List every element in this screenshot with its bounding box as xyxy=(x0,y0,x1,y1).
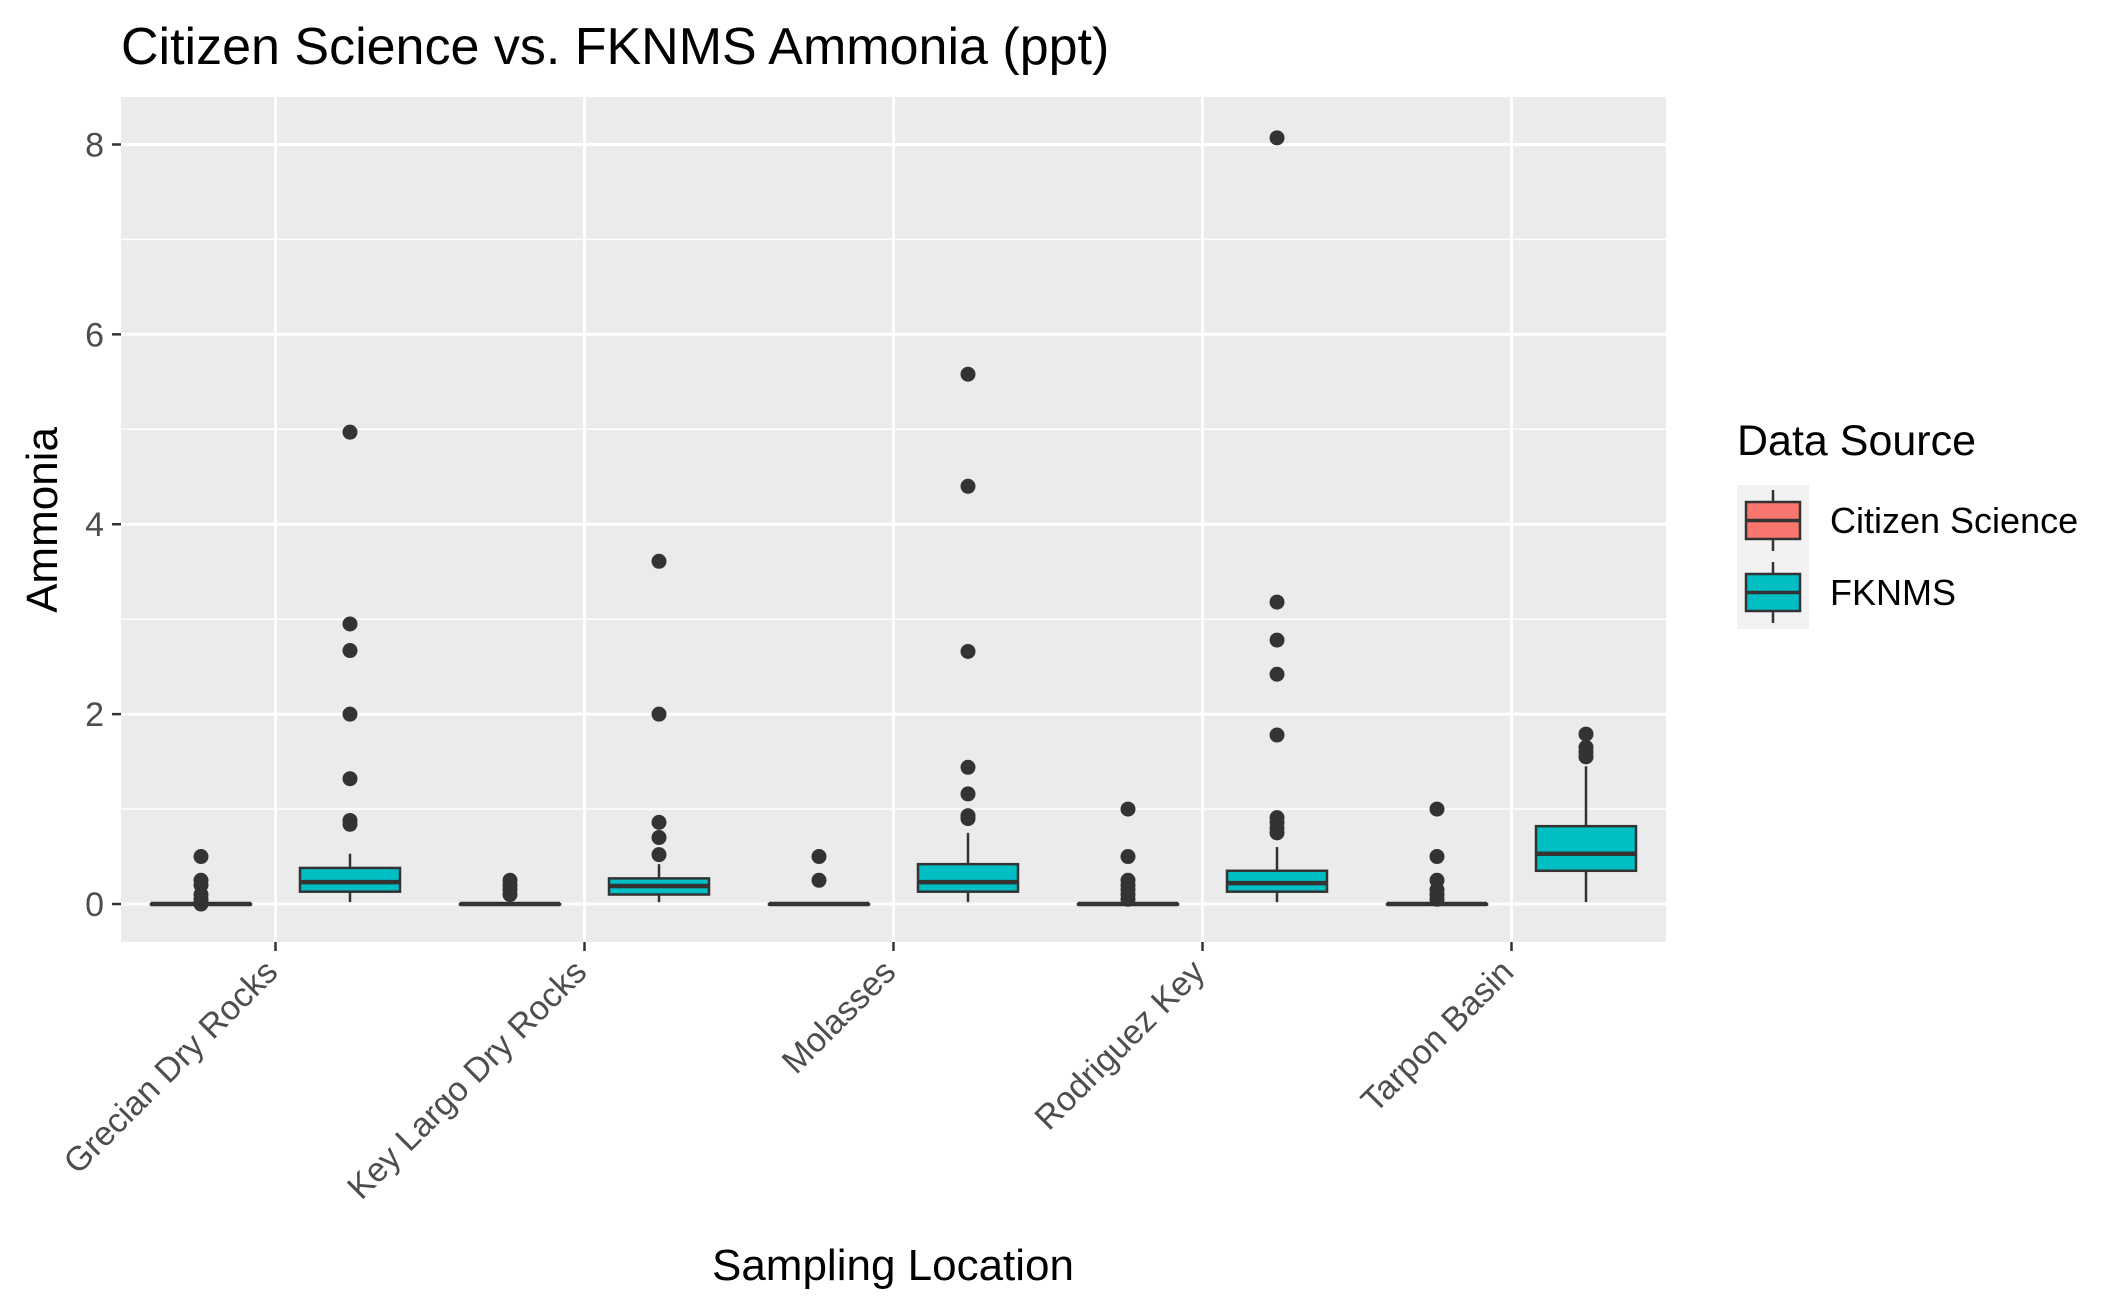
outlier-point xyxy=(1269,632,1285,648)
legend-title: Data Source xyxy=(1737,417,1976,465)
outlier-point xyxy=(651,706,667,722)
outlier-point xyxy=(651,847,667,863)
outlier-point xyxy=(342,643,358,659)
outlier-point xyxy=(502,887,518,903)
box-citizen-science xyxy=(1076,801,1180,907)
box-citizen-science xyxy=(458,872,562,907)
box-body xyxy=(1534,824,1638,873)
outlier-point xyxy=(342,424,358,440)
outlier-point xyxy=(1120,849,1136,865)
x-tick-label: Tarpon Basin xyxy=(1354,953,1521,1120)
box-citizen-science xyxy=(149,849,253,912)
outlier-point xyxy=(1269,594,1285,610)
chart-title: Citizen Science vs. FKNMS Ammonia (ppt) xyxy=(121,18,1109,76)
outlier-point xyxy=(342,616,358,632)
legend-item-citizen-science: Citizen Science xyxy=(1737,485,2078,557)
y-tick-label: 2 xyxy=(85,696,104,734)
boxes xyxy=(149,130,1638,912)
x-tick-label: Molasses xyxy=(775,953,903,1081)
outlier-point xyxy=(1429,891,1445,907)
y-axis-title: Ammonia xyxy=(18,427,67,613)
box-fknms xyxy=(298,424,402,903)
outlier-point xyxy=(651,830,667,846)
x-tick-label: Key Largo Dry Rocks xyxy=(340,953,594,1207)
outlier-point xyxy=(193,896,209,912)
box-body xyxy=(916,862,1020,893)
outlier-point xyxy=(1429,849,1445,865)
box-citizen-science xyxy=(1385,801,1489,907)
outlier-point xyxy=(960,786,976,802)
x-axis-title: Sampling Location xyxy=(712,1241,1074,1290)
box-fknms xyxy=(916,366,1020,903)
outlier-point xyxy=(960,759,976,775)
legend: Data Source Citizen Science FKNMS xyxy=(1737,417,2078,629)
outlier-point xyxy=(1269,727,1285,743)
legend-label: FKNMS xyxy=(1830,572,1956,613)
y-tick-label: 6 xyxy=(85,316,104,354)
outlier-point xyxy=(651,553,667,569)
legend-item-fknms: FKNMS xyxy=(1737,557,1956,629)
outlier-point xyxy=(193,849,209,865)
box-body xyxy=(298,866,402,893)
outlier-point xyxy=(342,771,358,787)
y-axis: 0 2 4 6 8 xyxy=(85,126,121,924)
outlier-point xyxy=(1578,749,1594,765)
outlier-point xyxy=(1120,801,1136,817)
box-fknms xyxy=(1225,130,1329,903)
outlier-point xyxy=(342,706,358,722)
outlier-point xyxy=(1269,130,1285,146)
box-fknms xyxy=(607,553,711,903)
outlier-point xyxy=(1578,726,1594,742)
outlier-point xyxy=(811,872,827,888)
outlier-point xyxy=(960,366,976,382)
outlier-point xyxy=(960,478,976,494)
outlier-point xyxy=(651,814,667,830)
y-tick-label: 0 xyxy=(85,886,104,924)
box-citizen-science xyxy=(767,849,871,907)
x-axis: Grecian Dry Rocks Key Largo Dry Rocks Mola… xyxy=(57,942,1521,1207)
outlier-point xyxy=(1269,666,1285,682)
x-tick-label: Grecian Dry Rocks xyxy=(57,953,286,1182)
outlier-point xyxy=(1269,825,1285,841)
grid-lines xyxy=(121,97,1666,942)
x-tick-label: Rodriguez Key xyxy=(1028,953,1213,1138)
outlier-point xyxy=(811,849,827,865)
outlier-point xyxy=(342,816,358,832)
legend-label: Citizen Science xyxy=(1830,500,2078,541)
outlier-point xyxy=(1429,801,1445,817)
outlier-point xyxy=(960,643,976,659)
box-fknms xyxy=(1534,726,1638,903)
y-tick-label: 4 xyxy=(85,506,104,544)
y-tick-label: 8 xyxy=(85,126,104,164)
outlier-point xyxy=(1120,891,1136,907)
outlier-point xyxy=(960,811,976,827)
